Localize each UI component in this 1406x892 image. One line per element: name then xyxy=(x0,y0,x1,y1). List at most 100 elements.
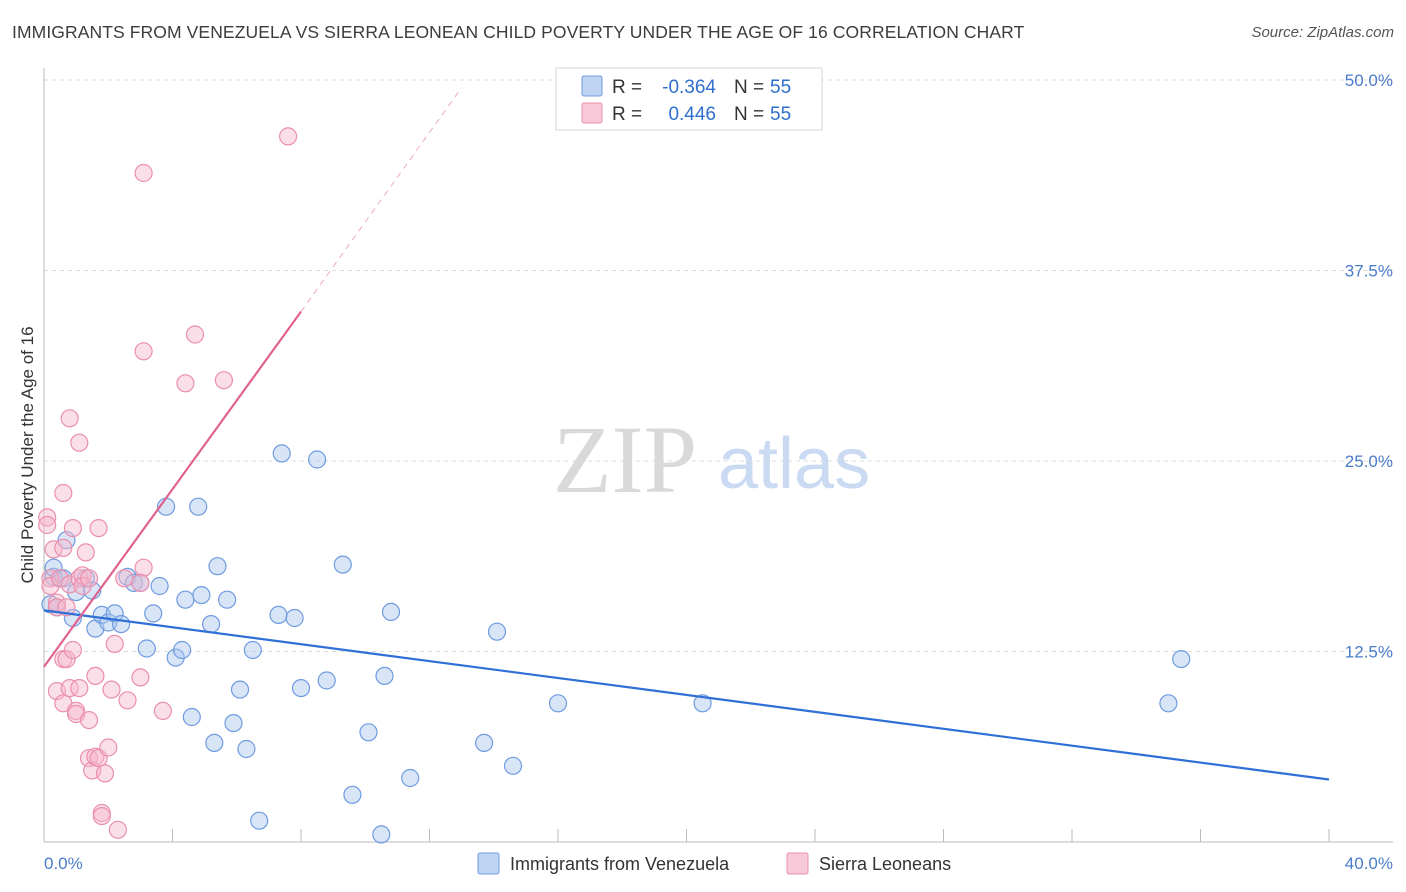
venezuela-point xyxy=(124,573,143,593)
sierra-leonean-point xyxy=(57,598,76,617)
sierra-leonean-point xyxy=(54,538,73,558)
venezuela-point xyxy=(308,450,327,469)
chart-title: IMMIGRANTS FROM VENEZUELA VS SIERRA LEON… xyxy=(12,22,1025,42)
y-tick-label: 12.5% xyxy=(1345,643,1393,662)
venezuela-point xyxy=(166,648,185,667)
sierra-leonean-point xyxy=(54,483,73,503)
sierra-leonean-point xyxy=(102,680,121,699)
series-legend-swatch-venezuela xyxy=(477,852,500,875)
sierra-leonean-point xyxy=(115,569,134,588)
legend-r-value-pink: 0.446 xyxy=(668,104,716,125)
y-tick-label: 37.5% xyxy=(1345,262,1393,281)
sierra-leonean-point xyxy=(41,576,60,596)
sierra-leonean-point xyxy=(70,433,89,452)
sierra-leonean-point xyxy=(41,569,60,588)
series-legend-label-venezuela: Immigrants from Venezuela xyxy=(510,854,730,874)
legend-n-value-blue: 55 xyxy=(770,77,791,98)
sierra-leonean-point xyxy=(185,325,205,344)
trend-lines xyxy=(43,87,1330,781)
venezuela-point xyxy=(250,811,269,830)
legend-n-label-pink: N = xyxy=(734,104,764,125)
sierra-leonean-trend-extension xyxy=(300,87,463,312)
sierra-leonean-point xyxy=(60,678,79,698)
legend-r-label-pink: R = xyxy=(612,104,642,125)
sierra-leonean-point xyxy=(99,738,118,757)
venezuela-point xyxy=(150,576,169,596)
venezuela-point xyxy=(317,671,336,690)
stats-legend: R = -0.364 N = 55 R = 0.446 N = 55 xyxy=(555,67,823,131)
venezuela-point xyxy=(381,602,401,622)
sierra-leonean-point xyxy=(76,543,95,562)
y-tick-label: 50.0% xyxy=(1345,71,1393,90)
y-axis-title: Child Poverty Under the Age of 16 xyxy=(18,326,37,583)
sierra-leonean-trend-line xyxy=(43,311,302,668)
venezuela-point xyxy=(487,622,507,641)
sierra-leonean-point xyxy=(79,710,99,730)
sierra-leonean-point xyxy=(118,691,137,710)
venezuela-point xyxy=(375,666,394,686)
series-legend-swatch-sierra-leoneans xyxy=(786,852,809,875)
sierra-leonean-point xyxy=(134,342,153,361)
venezuela-point xyxy=(208,557,227,576)
venezuela-point xyxy=(401,768,420,788)
venezuela-point xyxy=(224,713,243,733)
sierra-leonean-point xyxy=(60,409,79,428)
sierra-leonean-point xyxy=(95,764,115,783)
sierra-leonean-point xyxy=(108,820,128,839)
venezuela-point xyxy=(243,640,262,660)
venezuela-point xyxy=(359,723,378,742)
legend-r-value-blue: -0.364 xyxy=(662,77,716,98)
venezuela-point xyxy=(144,604,163,623)
venezuela-point xyxy=(272,444,291,463)
venezuela-point xyxy=(218,590,237,609)
y-tick-labels: 12.5% 25.0% 37.5% 50.0% xyxy=(1345,71,1393,662)
legend-n-value-pink: 55 xyxy=(770,104,791,125)
venezuela-point xyxy=(503,756,523,775)
venezuela-point xyxy=(105,604,124,623)
venezuela-point xyxy=(343,785,362,804)
venezuela-point xyxy=(548,694,568,713)
venezuela-point xyxy=(137,639,156,658)
sierra-leonean-point xyxy=(92,806,111,826)
data-points xyxy=(38,127,1191,844)
venezuela-point xyxy=(202,614,221,634)
x-tick-label-min: 0.0% xyxy=(44,854,83,873)
sierra-leonean-point xyxy=(89,518,108,538)
venezuela-point xyxy=(291,678,311,698)
legend-swatch-pink xyxy=(581,102,603,124)
sierra-leonean-point xyxy=(279,127,298,146)
venezuela-point xyxy=(189,497,208,516)
sierra-leonean-point xyxy=(79,569,99,588)
venezuela-point xyxy=(693,694,712,713)
sierra-leonean-point xyxy=(134,558,153,577)
legend-n-label-blue: N = xyxy=(734,77,764,98)
venezuela-point xyxy=(372,825,391,844)
legend-r-label-blue: R = xyxy=(612,77,642,98)
sierra-leonean-point xyxy=(70,678,89,698)
venezuela-point xyxy=(269,605,288,625)
series-legend: Immigrants from Venezuela Sierra Leonean… xyxy=(477,852,951,875)
watermark: ZIP atlas xyxy=(553,406,870,513)
series-legend-label-sierra-leoneans: Sierra Leoneans xyxy=(819,854,951,874)
venezuela-point xyxy=(192,585,211,605)
sierra-leonean-point xyxy=(38,508,57,527)
sierra-leonean-point xyxy=(134,163,153,183)
venezuela-point xyxy=(237,739,256,759)
venezuela-point xyxy=(285,608,304,628)
sierra-leonean-point xyxy=(86,666,105,686)
venezuela-point xyxy=(230,680,250,699)
grid-lines xyxy=(44,79,1393,652)
sierra-leonean-point xyxy=(50,569,70,588)
venezuela-point xyxy=(205,733,224,753)
sierra-leonean-point xyxy=(105,634,124,654)
x-tick-label-max: 40.0% xyxy=(1345,854,1393,873)
sierra-leonean-point xyxy=(63,640,83,660)
legend-swatch-blue xyxy=(581,75,603,97)
venezuela-point xyxy=(1172,649,1191,669)
venezuela-trend-line xyxy=(43,609,1330,781)
sierra-leonean-point xyxy=(214,371,233,390)
venezuela-point xyxy=(111,614,131,634)
chart-source: Source: ZipAtlas.com xyxy=(1251,24,1394,41)
venezuela-point xyxy=(333,555,352,574)
venezuela-point xyxy=(475,733,494,753)
